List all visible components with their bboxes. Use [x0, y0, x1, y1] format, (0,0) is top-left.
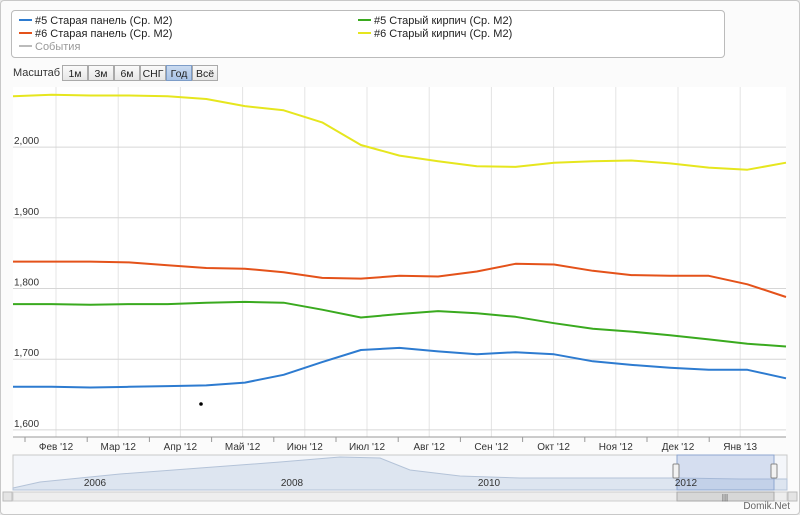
zoom-button-year[interactable]: Год: [166, 65, 192, 81]
navigator-left-handle: [672, 463, 680, 479]
zoom-button-ytd[interactable]: СНГ: [140, 65, 166, 81]
scrollbar-grip-icon: |||: [722, 493, 728, 502]
x-tick-label: Окт '12: [537, 442, 570, 453]
series-line-2: [13, 260, 787, 298]
navigator-year-label: 2008: [281, 478, 304, 489]
legend-item-series-2[interactable]: #5 Старый кирпич (Ср. М2): [358, 15, 512, 28]
legend-label: #6 Старый кирпич (Ср. М2): [374, 28, 513, 40]
legend-swatch: [358, 32, 371, 35]
scrollbar-track: [12, 491, 788, 502]
legend-swatch: [19, 32, 32, 35]
navigator[interactable]: 2006 2008 2010 2012 |||: [2, 454, 798, 502]
zoom-button-6m[interactable]: 6м: [114, 65, 140, 81]
zoom-button-1m[interactable]: 1м: [62, 65, 88, 81]
scrollbar-thumb: [676, 491, 775, 502]
scrollbar-right-arrow-icon: [787, 491, 798, 502]
navigator-right-handle: [770, 463, 778, 479]
scrollbar-left-arrow-icon: [2, 491, 13, 502]
navigator-selected-range: [676, 454, 775, 491]
legend: #5 Старая панель (Ср. М2) #5 Старый кирп…: [11, 10, 725, 58]
navigator-year-label: 2006: [84, 478, 107, 489]
legend-label: События: [35, 41, 81, 53]
legend-item-series-4[interactable]: #6 Старый кирпич (Ср. М2): [358, 28, 512, 41]
zoom-label: Масштаб: [13, 67, 61, 79]
y-tick-label: 1,900: [14, 207, 39, 218]
navigator-year-label: 2012: [675, 478, 698, 489]
x-tick-label: Авг '12: [413, 442, 445, 453]
x-tick-label: Янв '13: [723, 442, 757, 453]
x-tick-label: Ноя '12: [599, 442, 633, 453]
x-tick-label: Июн '12: [287, 442, 323, 453]
credit-label: Domik.Net: [743, 501, 790, 512]
plot-background: [13, 87, 786, 437]
legend-label: #6 Старая панель (Ср. М2): [35, 28, 173, 40]
gridlines: [13, 87, 786, 437]
legend-label: #5 Старая панель (Ср. М2): [35, 15, 173, 27]
legend-item-events[interactable]: События: [19, 41, 80, 54]
y-tick-label: 1,600: [14, 419, 39, 430]
legend-item-series-1[interactable]: #5 Старая панель (Ср. М2): [19, 15, 172, 28]
y-tick-label: 1,700: [14, 348, 39, 359]
series-line-3: [13, 300, 787, 348]
zoom-button-all[interactable]: Всё: [192, 65, 218, 81]
x-axis: Фев '12 Мар '12 Апр '12 Май '12 Июн '12 Июл '…: [13, 436, 786, 453]
y-tick-label: 1,800: [14, 278, 39, 289]
x-tick-label: Фев '12: [39, 442, 74, 453]
x-tick-label: Апр '12: [164, 442, 198, 453]
y-tick-label: 2,000: [14, 136, 39, 147]
series-lines: [12, 93, 787, 389]
legend-swatch: [358, 19, 371, 22]
y-axis-labels: 1,600 1,700 1,800 1,900 2,000: [14, 136, 39, 430]
legend-item-series-3[interactable]: #6 Старая панель (Ср. М2): [19, 28, 172, 41]
legend-swatch: [19, 19, 32, 22]
x-tick-label: Дек '12: [662, 442, 695, 453]
zoom-button-3m[interactable]: 3м: [88, 65, 114, 81]
series-line-1: [12, 93, 787, 171]
series-line-4: [13, 346, 787, 389]
legend-label: #5 Старый кирпич (Ср. М2): [374, 15, 513, 27]
x-tick-label: Сен '12: [474, 442, 509, 453]
navigator-year-label: 2010: [478, 478, 501, 489]
navigator-series-area: [12, 456, 788, 491]
legend-swatch: [19, 45, 32, 48]
x-tick-label: Мар '12: [101, 442, 137, 453]
x-tick-label: Май '12: [225, 442, 261, 453]
x-tick-label: Июл '12: [349, 442, 386, 453]
event-marker[interactable]: [199, 402, 203, 406]
